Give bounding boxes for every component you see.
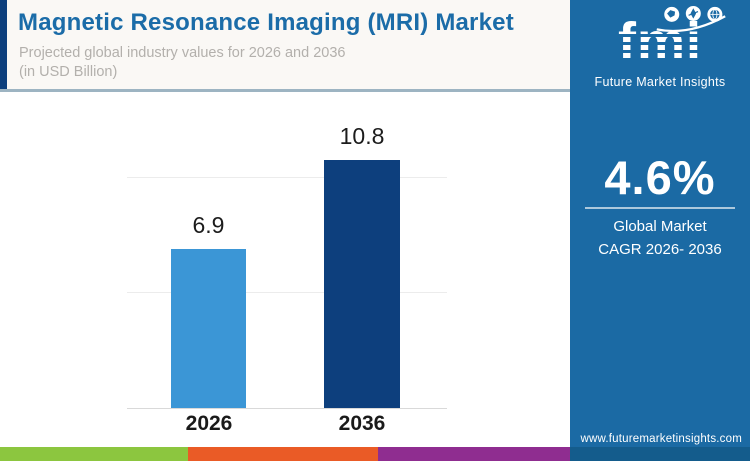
fmi-logo-stripes [585, 29, 735, 75]
title-accent-bar [0, 0, 7, 89]
stripe-segment [378, 447, 570, 461]
fmi-logo-icons [656, 5, 726, 33]
header: Magnetic Resonance Imaging (MRI) Market … [0, 0, 570, 92]
x-tick-2026: 2026 [185, 412, 233, 435]
brand-sidebar: fmi Future Market Insights 4.6% Global M… [570, 0, 750, 461]
x-axis-line [127, 408, 447, 409]
fmi-logo-tagline: Future Market Insights [594, 75, 726, 89]
cagr-label: Global Market CAGR 2026- 2036 [570, 216, 750, 261]
stat-divider [585, 207, 735, 209]
x-axis-labels: 2026 2036 [0, 412, 570, 442]
bar-value-2036: 10.8 [339, 122, 385, 149]
bar-2036 [324, 159, 400, 408]
chart-panel: Magnetic Resonance Imaging (MRI) Market … [0, 0, 570, 442]
gridline [127, 292, 447, 293]
page-title: Magnetic Resonance Imaging (MRI) Market [18, 9, 514, 36]
footer-stripe [0, 447, 750, 461]
page-subtitle: Projected global industry values for 202… [19, 44, 559, 81]
x-tick-2036: 2036 [338, 412, 386, 435]
subtitle-line-1: Projected global industry values for 202… [19, 45, 346, 61]
website-url: www.futuremarketinsights.com [580, 433, 742, 445]
bar-2026 [171, 249, 246, 408]
cagr-label-line-1: Global Market [613, 218, 707, 235]
stripe-segment [0, 447, 188, 461]
subtitle-line-2: (in USD Billion) [19, 63, 118, 80]
cagr-label-line-2: CAGR 2026- 2036 [598, 240, 722, 258]
cagr-value: 4.6% [604, 151, 716, 204]
stripe-segment [570, 447, 750, 461]
bar-chart-plot: 6.9 10.8 [127, 92, 447, 409]
bar-value-2026: 6.9 [192, 212, 225, 239]
gridline [127, 177, 447, 178]
fmi-logo: fmi Future Market Insights [585, 5, 735, 91]
stripe-segment [188, 447, 378, 461]
